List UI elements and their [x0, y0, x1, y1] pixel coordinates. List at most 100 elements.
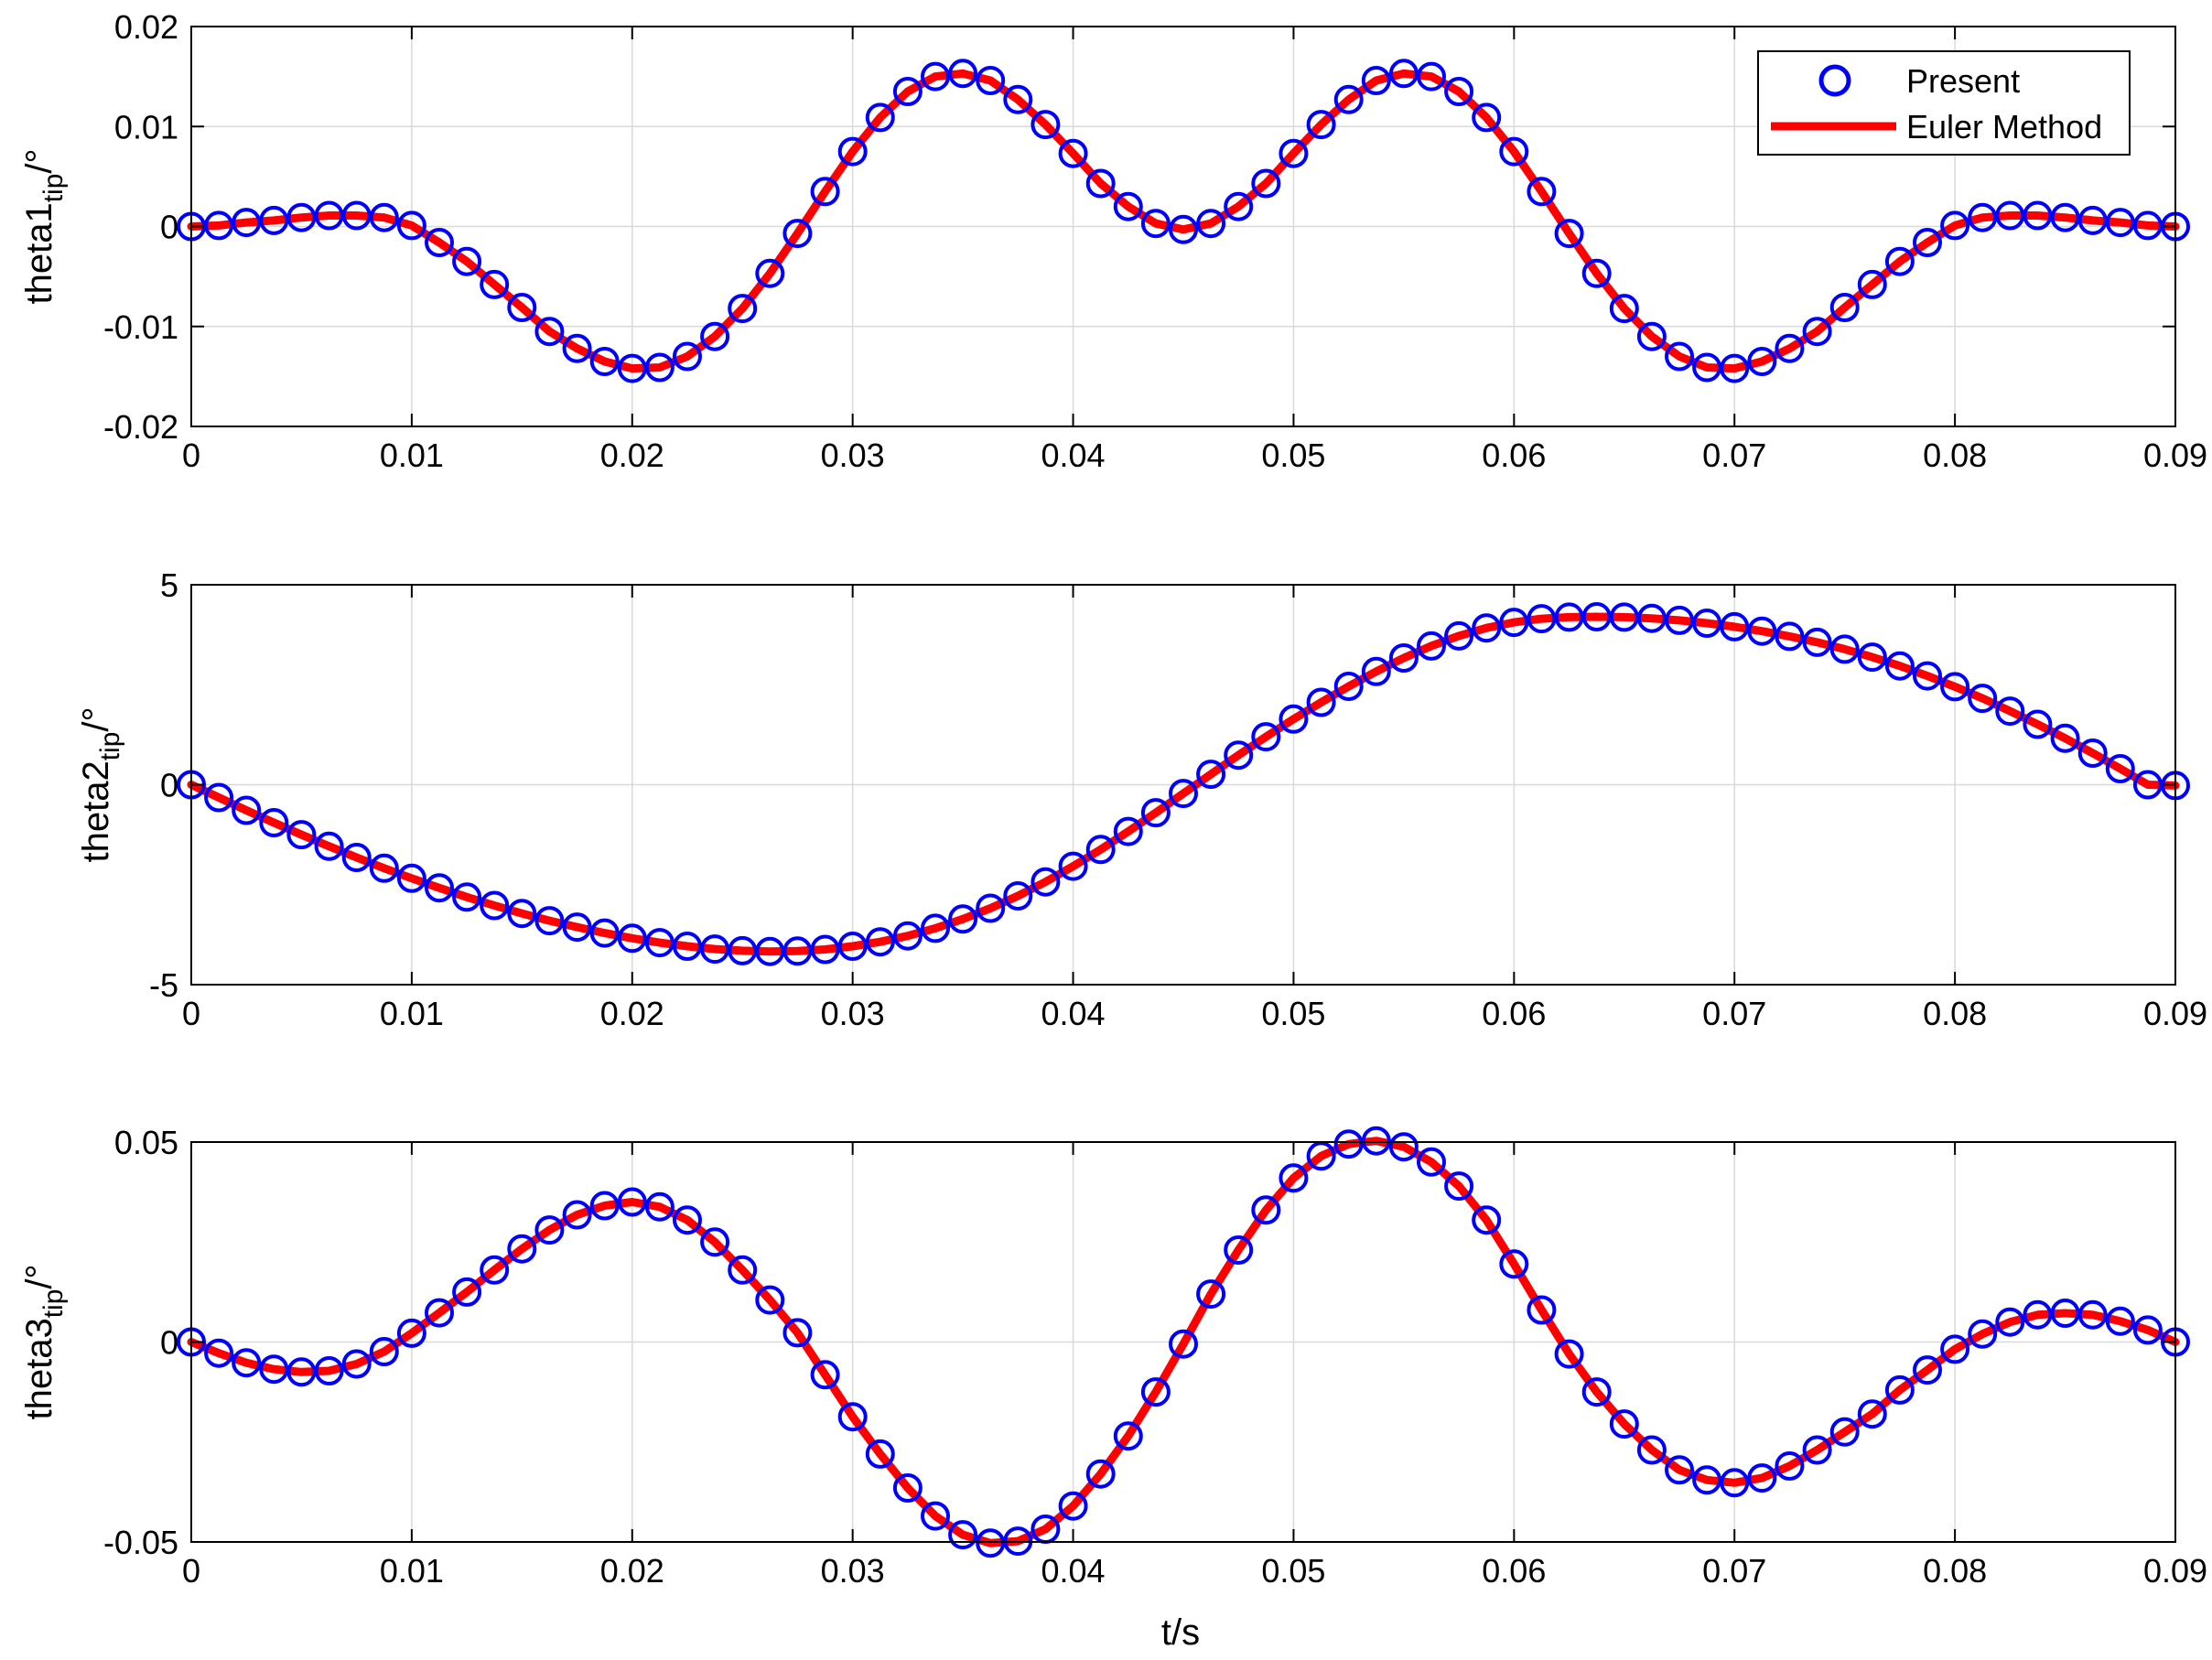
x-tick-label: 0.08	[1923, 995, 1987, 1032]
x-tick-label: 0.06	[1482, 995, 1546, 1032]
y-tick-label: 0	[160, 209, 178, 246]
x-tick-label: 0.05	[1261, 1552, 1325, 1590]
data-point-present	[1224, 1235, 1254, 1265]
x-tick-label: 0.04	[1041, 437, 1106, 474]
data-point-present	[1636, 1435, 1667, 1465]
data-point-present	[1003, 84, 1033, 114]
data-point-present	[1196, 209, 1226, 239]
data-point-present	[1527, 1295, 1557, 1325]
data-point-present	[1665, 341, 1694, 372]
x-tick-label: 0.06	[1482, 437, 1546, 474]
data-point-present	[396, 1318, 426, 1348]
data-point-present	[865, 927, 895, 957]
data-point-present	[948, 59, 978, 89]
data-point-present	[480, 269, 510, 299]
data-point-present	[976, 1528, 1006, 1558]
data-point-present	[1968, 1319, 1998, 1349]
x-tick-label: 0	[182, 995, 200, 1032]
y-tick-label: -0.02	[103, 408, 178, 446]
data-point-present	[617, 923, 647, 954]
data-point-present	[728, 935, 758, 965]
data-point-present	[1692, 352, 1722, 383]
data-point-present	[204, 782, 234, 813]
data-point-present	[1995, 1307, 2025, 1337]
data-point-present	[782, 1318, 813, 1348]
data-point-present	[837, 932, 868, 961]
x-tick-label: 0.02	[600, 1552, 664, 1590]
x-tick-label: 0.07	[1702, 995, 1766, 1032]
data-point-present	[1417, 61, 1446, 92]
data-point-present	[2050, 1299, 2080, 1328]
data-point-present	[452, 882, 482, 912]
data-point-present	[1333, 1129, 1364, 1159]
data-point-present	[1388, 1132, 1419, 1162]
data-point-present	[1196, 1279, 1226, 1310]
data-point-present	[314, 1356, 344, 1385]
data-point-present	[1884, 651, 1915, 681]
data-point-present	[1581, 258, 1612, 288]
subplot-3: 0 0.01 0.02 0.03 0.04 0.05 0.06 0.07 0.08 0.09 -0.…	[19, 1124, 2207, 1590]
x-tick-label: 0.06	[1482, 1552, 1546, 1590]
data-point-present	[1692, 609, 1722, 638]
data-point-present	[1968, 202, 1998, 232]
x-tick-label: 0.09	[2143, 995, 2207, 1032]
data-point-present	[1913, 1355, 1942, 1385]
data-point-present	[892, 921, 923, 951]
legend: Present Euler Method	[1757, 50, 2131, 156]
data-point-present	[1609, 294, 1639, 324]
data-point-present	[2132, 770, 2163, 800]
data-point-present	[1113, 816, 1143, 846]
data-point-present	[1444, 1171, 1474, 1202]
data-point-present	[314, 831, 344, 861]
data-point-present	[1169, 779, 1198, 809]
data-point-present	[1472, 613, 1502, 643]
data-point-present	[507, 899, 537, 929]
data-point-present	[892, 77, 923, 106]
data-point-present	[341, 843, 372, 872]
data-point-present	[1113, 191, 1143, 221]
x-tick-label: 0.02	[600, 995, 664, 1032]
series-line-euler-method	[187, 1137, 2180, 1547]
x-tick-label: 0.05	[1261, 995, 1325, 1032]
data-point-present	[948, 904, 978, 934]
data-point-present	[2132, 1315, 2163, 1345]
data-point-present	[1720, 353, 1750, 383]
data-point-present	[700, 1227, 730, 1257]
data-point-present	[1968, 684, 1998, 714]
x-tick-label: 0.02	[600, 437, 664, 474]
data-point-present	[534, 1215, 565, 1245]
data-point-present	[1472, 1205, 1502, 1235]
data-point-present	[1747, 616, 1777, 646]
legend-box	[1757, 50, 2131, 156]
data-point-present	[534, 906, 565, 936]
x-tick-label: 0.09	[2143, 437, 2207, 474]
data-point-present	[1279, 1163, 1309, 1193]
data-point-present	[1857, 1399, 1887, 1429]
subplot-2: 0 0.01 0.02 0.03 0.04 0.05 0.06 0.07 0.08 0.09-50…	[76, 566, 2207, 1032]
data-point-present	[837, 1402, 868, 1432]
data-point-present	[837, 136, 868, 167]
data-point-present	[1499, 136, 1529, 167]
data-point-present	[1306, 687, 1336, 717]
data-point-present	[480, 1255, 510, 1285]
data-point-present	[1444, 77, 1474, 106]
data-point-present	[865, 102, 895, 133]
x-tick-label: 0.01	[380, 437, 444, 474]
data-point-present	[1140, 209, 1171, 239]
data-point-present	[1775, 1451, 1805, 1481]
data-point-present	[810, 177, 840, 207]
data-point-present	[1802, 317, 1832, 347]
data-point-present	[425, 228, 454, 257]
data-point-present	[369, 202, 399, 232]
x-axis-label: t/s	[1161, 1612, 1200, 1653]
data-point-present	[452, 246, 482, 276]
data-point-present	[1361, 66, 1391, 95]
data-point-present	[644, 352, 674, 383]
data-point-present	[1085, 1459, 1116, 1489]
data-point-present	[1058, 1491, 1088, 1521]
data-point-present	[1747, 347, 1777, 376]
data-point-present	[1527, 604, 1557, 634]
data-point-present	[1030, 110, 1061, 140]
data-point-present	[2050, 202, 2080, 232]
data-point-present	[204, 210, 234, 241]
